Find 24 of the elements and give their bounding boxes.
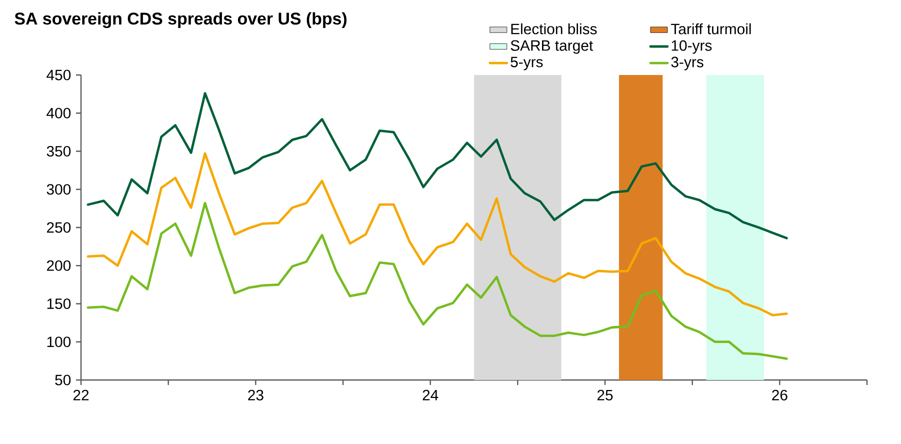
legend-label: Election bliss [511,23,597,34]
y-tick-label: 200 [46,260,71,271]
chart-title: SA sovereign CDS spreads over US (bps) [14,12,347,28]
x-tick-label: 25 [597,390,613,400]
legend-label: Tariff turmoil [671,23,751,34]
y-tick-label: 250 [46,222,71,233]
line-series [86,92,788,240]
y-tick-label: 50 [55,374,71,386]
y-tick-label: 100 [47,336,71,348]
legend-label: 10-yrs [672,40,712,54]
line-series [86,202,788,360]
y-tick-label: 450 [46,70,71,80]
y-tick-label: 350 [46,146,71,157]
x-tick-label: 23 [248,390,264,400]
legend-label: SARB target [510,40,594,54]
legend-label: 5-yrs [510,56,543,70]
x-tick-label: 26 [772,390,788,400]
legend-label: 3-yrs [671,56,704,70]
y-tick-label: 300 [46,184,71,195]
y-tick-label: 150 [47,298,71,310]
line-series [86,152,788,316]
x-tick-label: 24 [422,390,438,400]
x-tick-label: 22 [73,390,89,400]
y-tick-label: 400 [46,108,71,118]
